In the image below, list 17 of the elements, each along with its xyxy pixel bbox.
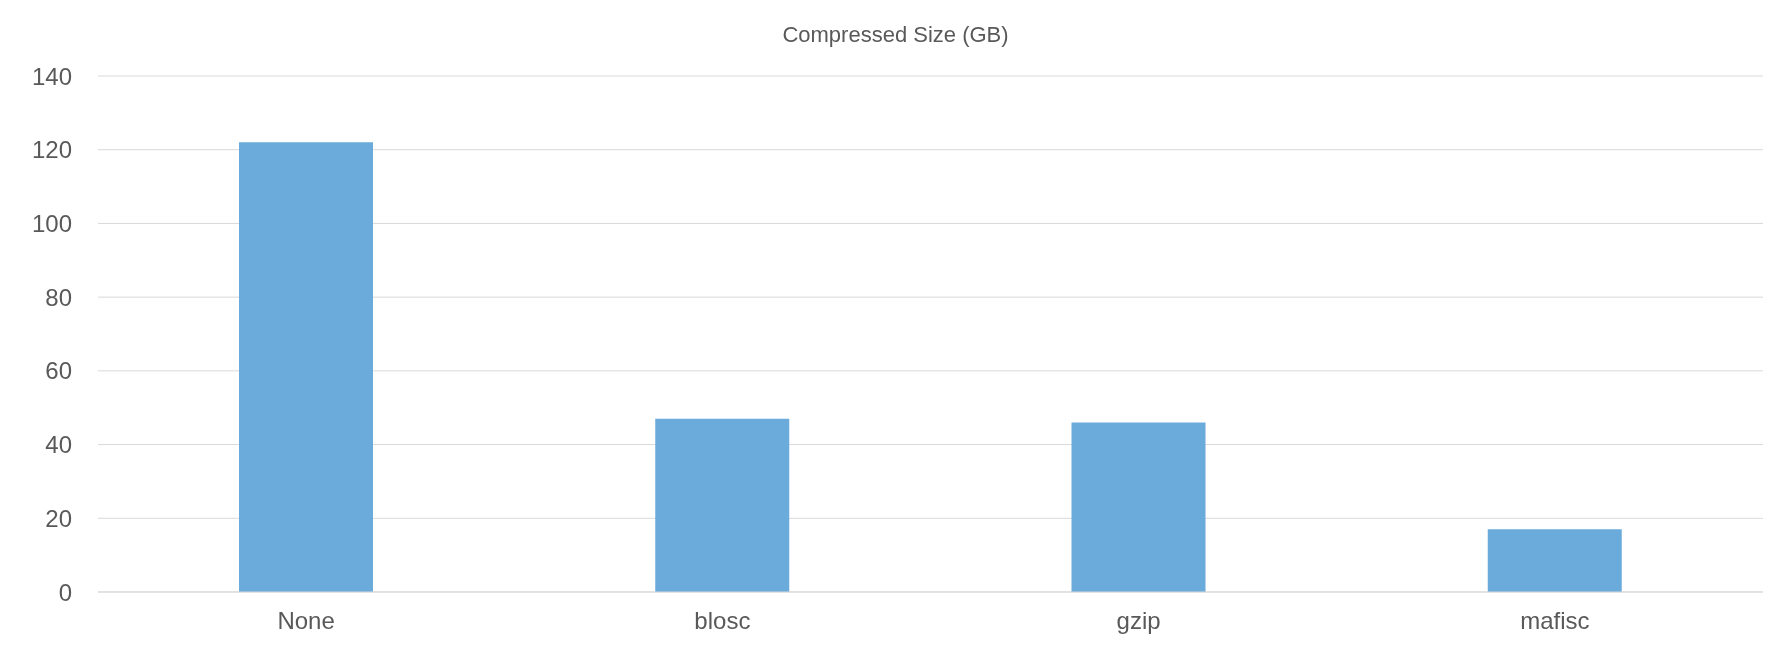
bar [239, 142, 373, 592]
bar [1071, 422, 1206, 592]
y-tick-label: 100 [31, 209, 72, 237]
bar [1487, 529, 1622, 592]
y-tick-label: 40 [45, 431, 72, 459]
x-tick-label: None [277, 607, 335, 635]
x-tick-label: mafisc [1520, 607, 1590, 635]
y-tick-label: 140 [31, 62, 72, 90]
y-tick-label: 80 [45, 283, 72, 311]
chart-title: Compressed Size (GB) [781, 21, 1010, 49]
bar [655, 418, 790, 592]
y-tick-label: 20 [45, 504, 72, 532]
y-tick-label: 60 [45, 357, 72, 385]
x-tick-label: blosc [694, 607, 751, 635]
x-tick-label: gzip [1116, 607, 1161, 635]
y-tick-label: 120 [31, 136, 72, 164]
y-tick-label: 0 [58, 578, 72, 606]
